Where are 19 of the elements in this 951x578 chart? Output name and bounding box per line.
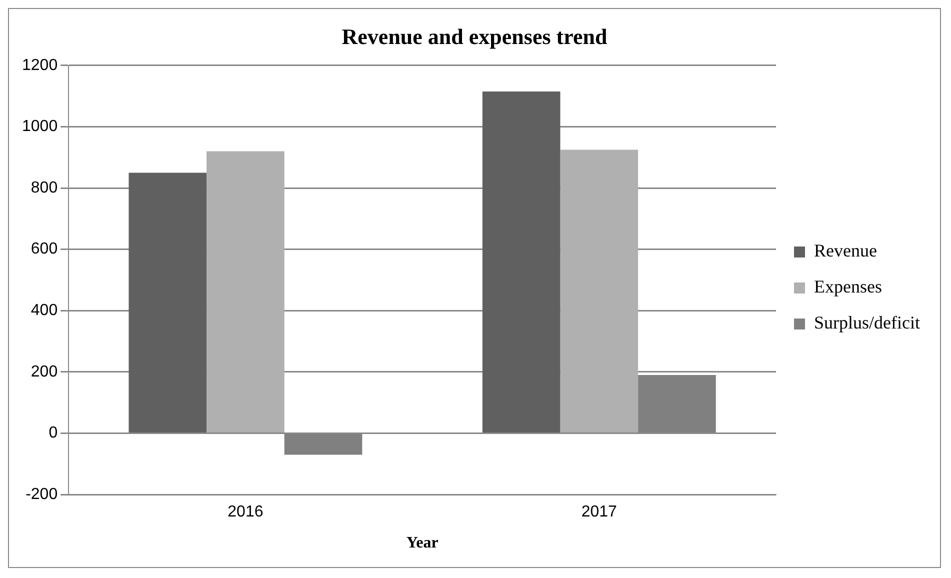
y-tick-label: 400 — [30, 302, 58, 320]
legend-label: Expenses — [814, 276, 882, 297]
y-tick-label: 600 — [30, 240, 58, 258]
y-tick-label: 200 — [30, 363, 58, 380]
bar — [206, 151, 284, 433]
y-tick-label: 1200 — [22, 56, 58, 74]
y-tick-label: 0 — [48, 424, 58, 442]
bar — [128, 172, 207, 433]
legend-label: Revenue — [814, 240, 877, 261]
x-tick-label: 2017 — [581, 504, 618, 521]
y-tick-label: -200 — [26, 486, 58, 504]
x-tick-label: 2016 — [228, 504, 264, 521]
legend-label: Surplus/deficit — [814, 312, 920, 333]
y-tick-label: 800 — [30, 179, 58, 196]
bar — [482, 91, 560, 433]
chart-title: Revenue and expenses trend — [342, 24, 608, 49]
bar — [560, 150, 638, 433]
y-tick-label: 1000 — [22, 118, 58, 136]
x-axis-title: Year — [406, 534, 438, 552]
